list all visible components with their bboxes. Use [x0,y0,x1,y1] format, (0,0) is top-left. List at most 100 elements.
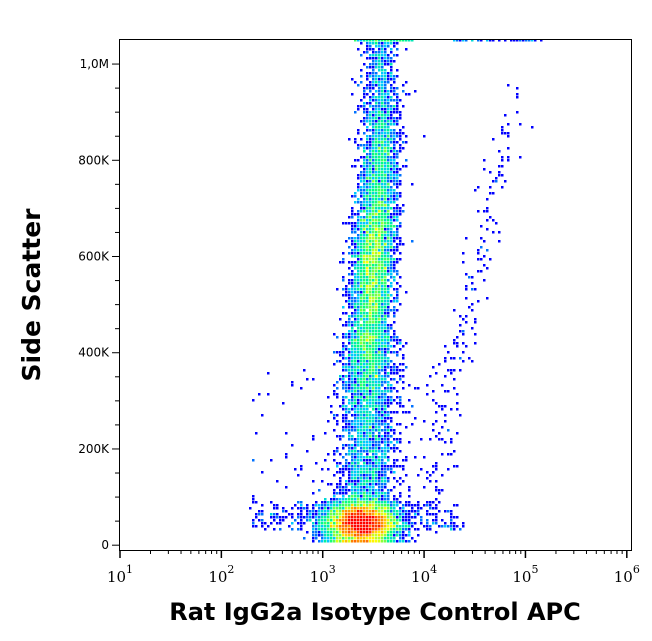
data-point [387,198,390,201]
data-point [384,447,387,450]
data-point [390,294,393,297]
data-point [390,402,393,405]
data-point [360,405,363,408]
data-point [405,540,408,543]
data-point [381,240,384,243]
data-point [360,81,363,84]
data-point [345,414,348,417]
data-point [348,339,351,342]
data-point [357,534,360,537]
data-point [363,390,366,393]
data-point [387,531,390,534]
data-point [375,438,378,441]
data-point [372,381,375,384]
data-point [342,333,345,336]
data-point [336,513,339,516]
data-point [366,393,369,396]
data-point [396,93,399,96]
data-point [486,219,489,222]
data-point [402,513,405,516]
data-point [348,426,351,429]
data-point [357,495,360,498]
data-point [363,447,366,450]
data-point [369,258,372,261]
data-point [348,411,351,414]
data-point [351,537,354,540]
data-point [426,393,429,396]
data-point [381,105,384,108]
data-point [396,195,399,198]
data-point [363,243,366,246]
data-point [372,363,375,366]
data-point [369,432,372,435]
data-point [351,387,354,390]
data-point [369,345,372,348]
data-point [390,198,393,201]
data-point [393,429,396,432]
data-point [384,192,387,195]
data-point [384,318,387,321]
data-point [360,360,363,363]
data-point [375,303,378,306]
data-point [357,417,360,420]
data-point [390,255,393,258]
data-point [372,114,375,117]
data-point [381,111,384,114]
data-point [390,219,393,222]
data-point [381,162,384,165]
data-point [363,111,366,114]
data-point [426,522,429,525]
data-point [384,168,387,171]
data-point [414,456,417,459]
data-point [366,408,369,411]
data-point [489,192,492,195]
data-point [342,417,345,420]
data-point [345,384,348,387]
data-point [381,114,384,117]
data-point [291,444,294,447]
data-point [387,120,390,123]
data-point [381,270,384,273]
data-point [375,102,378,105]
data-point [387,42,390,45]
data-point [369,381,372,384]
data-point [387,372,390,375]
data-point [297,474,300,477]
data-point [363,348,366,351]
data-point [342,501,345,504]
data-point [384,297,387,300]
data-point [375,189,378,192]
data-point [354,324,357,327]
data-point [372,192,375,195]
data-point [372,468,375,471]
data-point [339,489,342,492]
data-point [381,81,384,84]
data-point [366,429,369,432]
data-point [390,222,393,225]
data-point [375,405,378,408]
data-point [357,393,360,396]
data-point [402,381,405,384]
data-point [474,189,477,192]
data-point [375,471,378,474]
data-point [363,537,366,540]
data-point [417,513,420,516]
data-point [384,477,387,480]
data-point [366,291,369,294]
data-point [471,360,474,363]
data-point [285,432,288,435]
data-point [381,165,384,168]
data-point [270,516,273,519]
data-point [372,348,375,351]
data-point [486,228,489,231]
data-point [372,231,375,234]
data-point [342,420,345,423]
data-point [387,105,390,108]
data-point [348,336,351,339]
data-point [396,234,399,237]
data-point [354,306,357,309]
data-point [372,339,375,342]
data-point [366,483,369,486]
data-point [369,486,372,489]
data-point [348,366,351,369]
